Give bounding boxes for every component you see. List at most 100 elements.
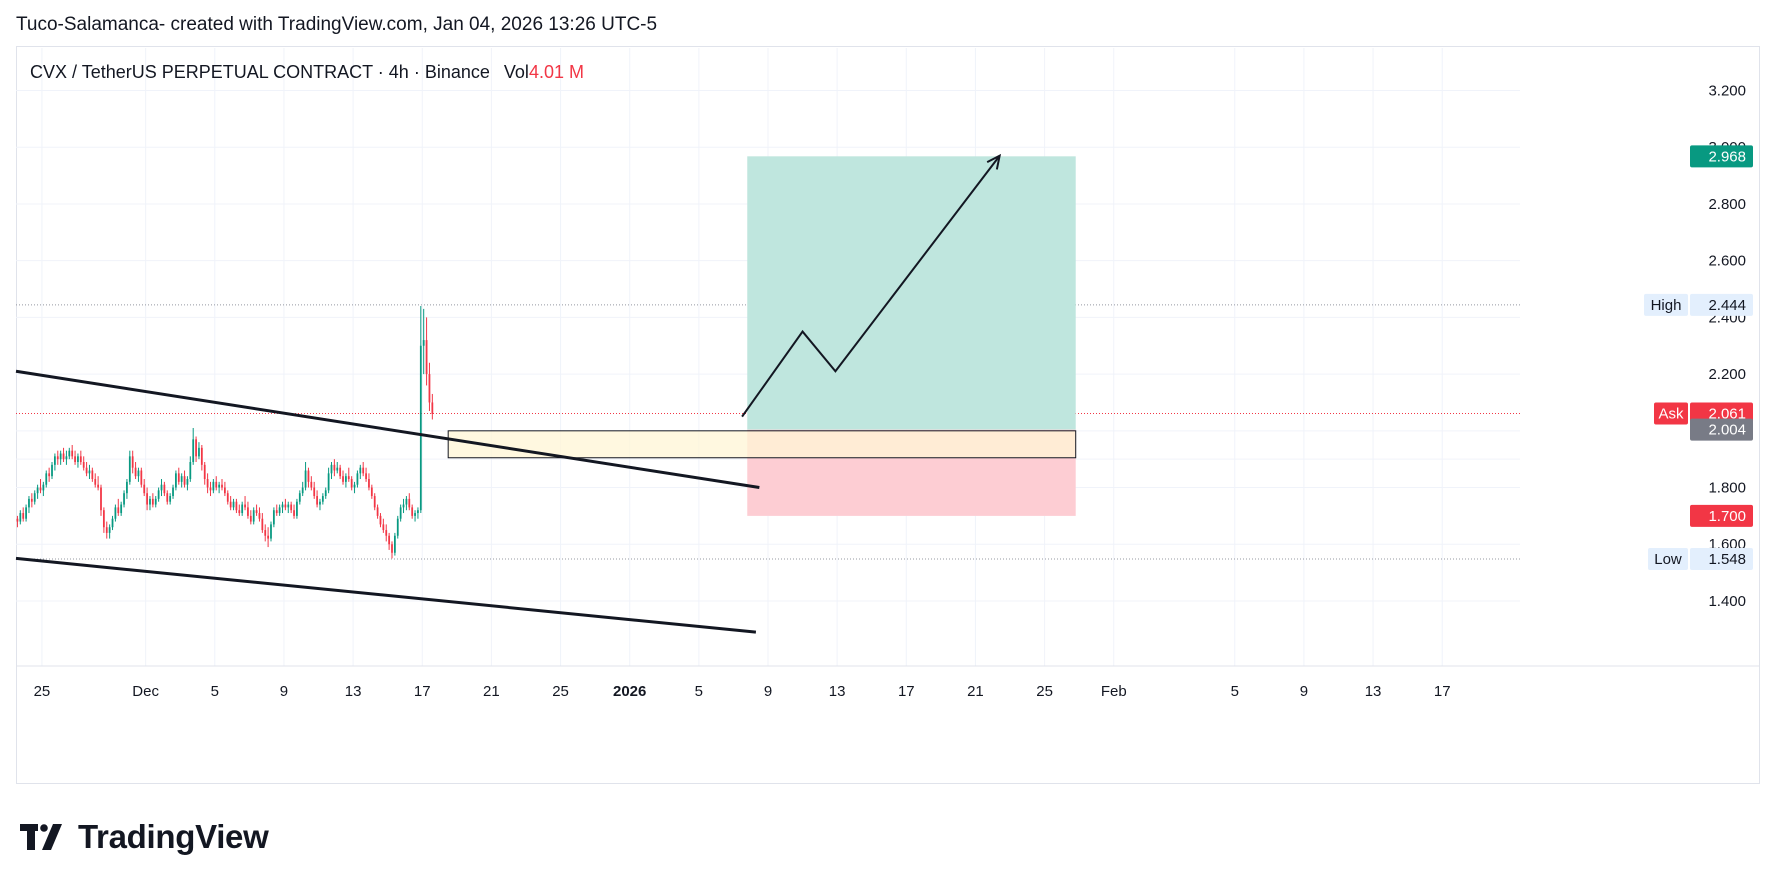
candle[interactable]	[51, 462, 53, 480]
candle[interactable]	[270, 521, 272, 542]
candle[interactable]	[77, 453, 79, 468]
candle[interactable]	[97, 476, 100, 491]
candle[interactable]	[74, 450, 76, 465]
candle[interactable]	[388, 532, 391, 550]
candle[interactable]	[65, 450, 68, 465]
candle[interactable]	[339, 464, 342, 480]
candle[interactable]	[180, 473, 183, 488]
candle[interactable]	[160, 479, 163, 497]
candle[interactable]	[333, 459, 336, 477]
candle[interactable]	[399, 504, 402, 522]
candle[interactable]	[30, 493, 33, 508]
candle[interactable]	[108, 524, 111, 539]
candle[interactable]	[408, 493, 411, 511]
candle[interactable]	[62, 447, 65, 463]
upper-channel-trendline[interactable]	[15, 369, 760, 490]
candle[interactable]	[316, 490, 318, 508]
candle[interactable]	[218, 481, 221, 494]
candle[interactable]	[134, 462, 137, 480]
candle[interactable]	[126, 479, 128, 499]
candle[interactable]	[353, 481, 356, 494]
candle[interactable]	[385, 524, 388, 542]
candle[interactable]	[19, 510, 22, 525]
candle[interactable]	[373, 493, 376, 511]
candle[interactable]	[143, 479, 146, 497]
candle[interactable]	[94, 473, 97, 488]
candle[interactable]	[422, 308, 425, 375]
candle[interactable]	[111, 515, 114, 531]
candle[interactable]	[166, 490, 169, 505]
candle[interactable]	[45, 470, 48, 488]
symbol-legend[interactable]: CVX / TetherUS PERPETUAL CONTRACT · 4h ·…	[30, 62, 584, 83]
candle[interactable]	[163, 481, 166, 497]
candle[interactable]	[68, 447, 71, 460]
candle[interactable]	[319, 498, 321, 511]
candle[interactable]	[114, 504, 117, 522]
candle[interactable]	[290, 501, 293, 514]
candle[interactable]	[189, 456, 192, 482]
candle[interactable]	[431, 393, 434, 420]
candle[interactable]	[88, 464, 91, 480]
candle[interactable]	[261, 513, 264, 533]
candle[interactable]	[252, 507, 255, 525]
candle[interactable]	[376, 504, 379, 519]
candle[interactable]	[198, 442, 200, 460]
candle[interactable]	[33, 490, 36, 505]
candle[interactable]	[36, 484, 39, 499]
candle[interactable]	[172, 484, 174, 499]
candle[interactable]	[206, 473, 209, 494]
candle[interactable]	[54, 453, 56, 471]
candle[interactable]	[298, 490, 301, 505]
candle[interactable]	[391, 541, 393, 559]
candle[interactable]	[350, 476, 353, 491]
candle[interactable]	[368, 473, 370, 491]
candle[interactable]	[42, 481, 45, 497]
candle[interactable]	[393, 532, 396, 556]
candle[interactable]	[411, 504, 414, 519]
candle[interactable]	[212, 479, 215, 494]
candle[interactable]	[154, 496, 157, 508]
candle[interactable]	[417, 507, 419, 519]
entry-zone-box[interactable]	[447, 430, 1077, 459]
candle[interactable]	[186, 476, 189, 491]
candle[interactable]	[267, 527, 270, 548]
tradingview-logo[interactable]: TradingView	[20, 818, 269, 856]
candle[interactable]	[244, 496, 246, 511]
candle[interactable]	[79, 450, 82, 465]
candle[interactable]	[307, 467, 310, 488]
candle[interactable]	[91, 467, 94, 482]
candle[interactable]	[275, 504, 278, 516]
candle[interactable]	[336, 462, 339, 474]
candle[interactable]	[128, 450, 131, 485]
candle[interactable]	[419, 306, 422, 514]
candle[interactable]	[345, 473, 347, 488]
candle[interactable]	[405, 496, 408, 511]
candle[interactable]	[203, 462, 206, 485]
candle[interactable]	[258, 507, 261, 522]
candle[interactable]	[123, 490, 125, 508]
candle[interactable]	[296, 498, 298, 519]
candle[interactable]	[131, 450, 134, 474]
candle[interactable]	[284, 498, 287, 511]
projection-path[interactable]	[741, 155, 1001, 418]
candle[interactable]	[304, 462, 307, 491]
candle[interactable]	[85, 462, 88, 477]
candle[interactable]	[151, 493, 154, 508]
candle[interactable]	[140, 467, 143, 488]
target-zone[interactable]	[747, 156, 1076, 430]
candle[interactable]	[22, 507, 25, 522]
candle[interactable]	[278, 504, 281, 516]
candle[interactable]	[120, 501, 123, 516]
candle[interactable]	[146, 487, 148, 511]
candle[interactable]	[379, 513, 382, 528]
candle[interactable]	[102, 507, 105, 533]
candle[interactable]	[281, 501, 284, 514]
candle[interactable]	[365, 467, 367, 482]
candle[interactable]	[310, 476, 313, 491]
candle[interactable]	[105, 521, 108, 539]
candle[interactable]	[301, 481, 304, 497]
candle[interactable]	[370, 484, 373, 499]
candle[interactable]	[428, 362, 431, 411]
candle[interactable]	[313, 481, 316, 499]
